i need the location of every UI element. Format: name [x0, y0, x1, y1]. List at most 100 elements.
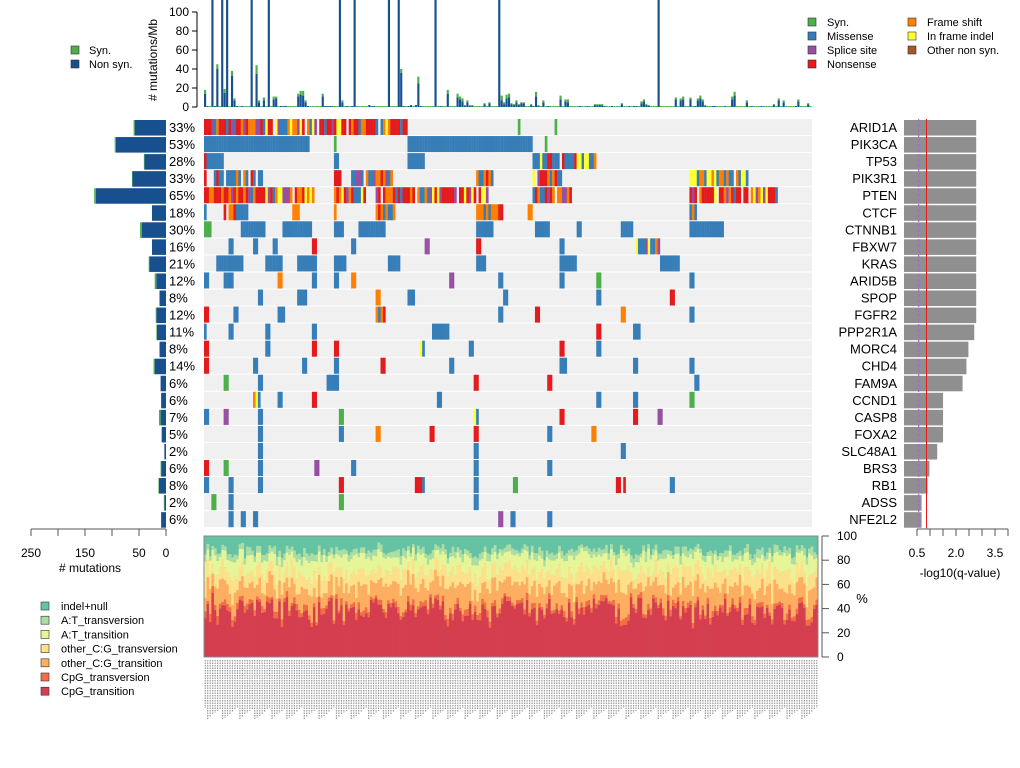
spectrum-segment: [416, 545, 420, 553]
oncoprint-cell: [365, 119, 369, 136]
oncoprint-cell: [620, 442, 624, 459]
spectrum-segment: [285, 552, 289, 564]
oncoprint-cell: [691, 391, 695, 408]
spectrum-segment: [372, 602, 376, 657]
count-bar-nonsyn: [144, 154, 166, 170]
spectrum-segment: [714, 582, 717, 606]
spectrum-segment: [208, 560, 212, 575]
spectrum-segment: [681, 606, 685, 657]
oncoprint-cell: [466, 187, 469, 204]
spectrum-segment: [456, 585, 460, 599]
spectrum-segment: [679, 564, 683, 584]
spectrum-segment: [463, 574, 467, 587]
burden-bar-syn: [664, 106, 668, 107]
spectrum-segment: [575, 584, 579, 597]
burden-bar-nonsyn: [387, 0, 391, 107]
spectrum-segment: [543, 618, 546, 657]
oncoprint-cell: [476, 170, 479, 187]
spectrum-segment: [652, 594, 655, 599]
spectrum-segment: [416, 552, 420, 573]
spectrum-segment: [686, 607, 690, 657]
burden-bar-nonsyn: [593, 105, 596, 107]
spectrum-segment: [275, 618, 279, 657]
spectrum-segment: [322, 592, 326, 608]
spectrum-segment: [738, 602, 742, 657]
gene-percent-label: 6%: [169, 376, 188, 391]
spectrum-segment: [359, 547, 363, 553]
oncoprint-cell: [510, 136, 514, 153]
legend-swatch: [907, 45, 917, 55]
spectrum-segment: [320, 608, 324, 615]
oncoprint-cell: [539, 170, 543, 187]
oncoprint-cell: [292, 119, 295, 136]
spectrum-segment: [783, 571, 787, 592]
gene-name-label: MORC4: [850, 342, 897, 357]
spectrum-segment: [634, 588, 638, 609]
spectrum-segment: [674, 565, 678, 585]
oncoprint-cell: [542, 153, 545, 170]
spectrum-segment: [397, 584, 400, 608]
oncoprint-cell: [299, 136, 303, 153]
spectrum-segment: [513, 566, 517, 582]
burden-bar-syn: [208, 106, 212, 107]
spectrum-segment: [587, 548, 591, 555]
burden-bar-syn: [728, 106, 731, 107]
spectrum-segment: [436, 599, 440, 657]
oncoprint-cell: [446, 136, 450, 153]
spectrum-segment: [639, 557, 643, 567]
spectrum-segment: [558, 581, 561, 611]
spectrum-segment: [538, 572, 542, 584]
spectrum-segment: [275, 585, 279, 599]
spectrum-segment: [748, 598, 752, 605]
spectrum-segment: [627, 614, 631, 621]
spectrum-segment: [679, 583, 683, 595]
spectrum-segment: [280, 566, 284, 582]
spectrum-segment: [741, 555, 745, 562]
oncoprint-cell: [419, 187, 423, 204]
gene-percent-label: 21%: [169, 256, 195, 271]
oncoprint-cell: [532, 170, 536, 187]
oncoprint-cell: [534, 187, 538, 204]
oncoprint-cell: [280, 136, 283, 153]
spectrum-segment: [231, 620, 235, 627]
burden-bar-syn: [262, 97, 265, 101]
oncoprint-cell: [353, 187, 357, 204]
spectrum-segment: [384, 558, 388, 571]
spectrum-segment: [402, 617, 405, 657]
oncoprint-cell: [257, 119, 261, 136]
oncoprint-cell: [294, 119, 298, 136]
spectrum-segment: [387, 603, 390, 657]
spectrum-segment: [746, 585, 749, 609]
burden-bar-nonsyn: [701, 101, 704, 107]
spectrum-segment: [795, 552, 799, 563]
oncoprint-cell: [338, 425, 342, 442]
oncoprint-cell: [422, 187, 425, 204]
spectrum-segment: [808, 575, 811, 591]
spectrum-segment: [548, 559, 551, 571]
spectrum-segment: [587, 604, 591, 657]
oncoprint-cell: [537, 221, 541, 238]
spectrum-segment: [364, 607, 368, 614]
spectrum-segment: [624, 594, 628, 618]
spectrum-segment: [528, 559, 532, 576]
oncoprint-cell: [542, 170, 545, 187]
spectrum-segment: [743, 567, 747, 586]
burden-bar-syn: [789, 106, 793, 107]
oncoprint-cell: [500, 272, 504, 289]
oncoprint-row-background: [204, 442, 812, 459]
burden-bar-syn: [456, 93, 459, 98]
spectrum-segment: [456, 603, 460, 657]
oncoprint-cell: [204, 187, 207, 204]
oncoprint-cell: [387, 204, 391, 221]
oncoprint-cell: [221, 136, 224, 153]
oncoprint-cell: [672, 255, 675, 272]
burden-bar-syn: [689, 97, 692, 100]
spectrum-segment: [669, 595, 673, 610]
spectrum-segment: [265, 596, 269, 602]
oncoprint-cell: [498, 306, 501, 323]
burden-bar-syn: [539, 106, 543, 107]
legend-swatch: [40, 630, 50, 639]
spectrum-segment: [808, 553, 811, 576]
spectrum-segment: [228, 560, 232, 578]
spectrum-segment: [270, 575, 274, 597]
